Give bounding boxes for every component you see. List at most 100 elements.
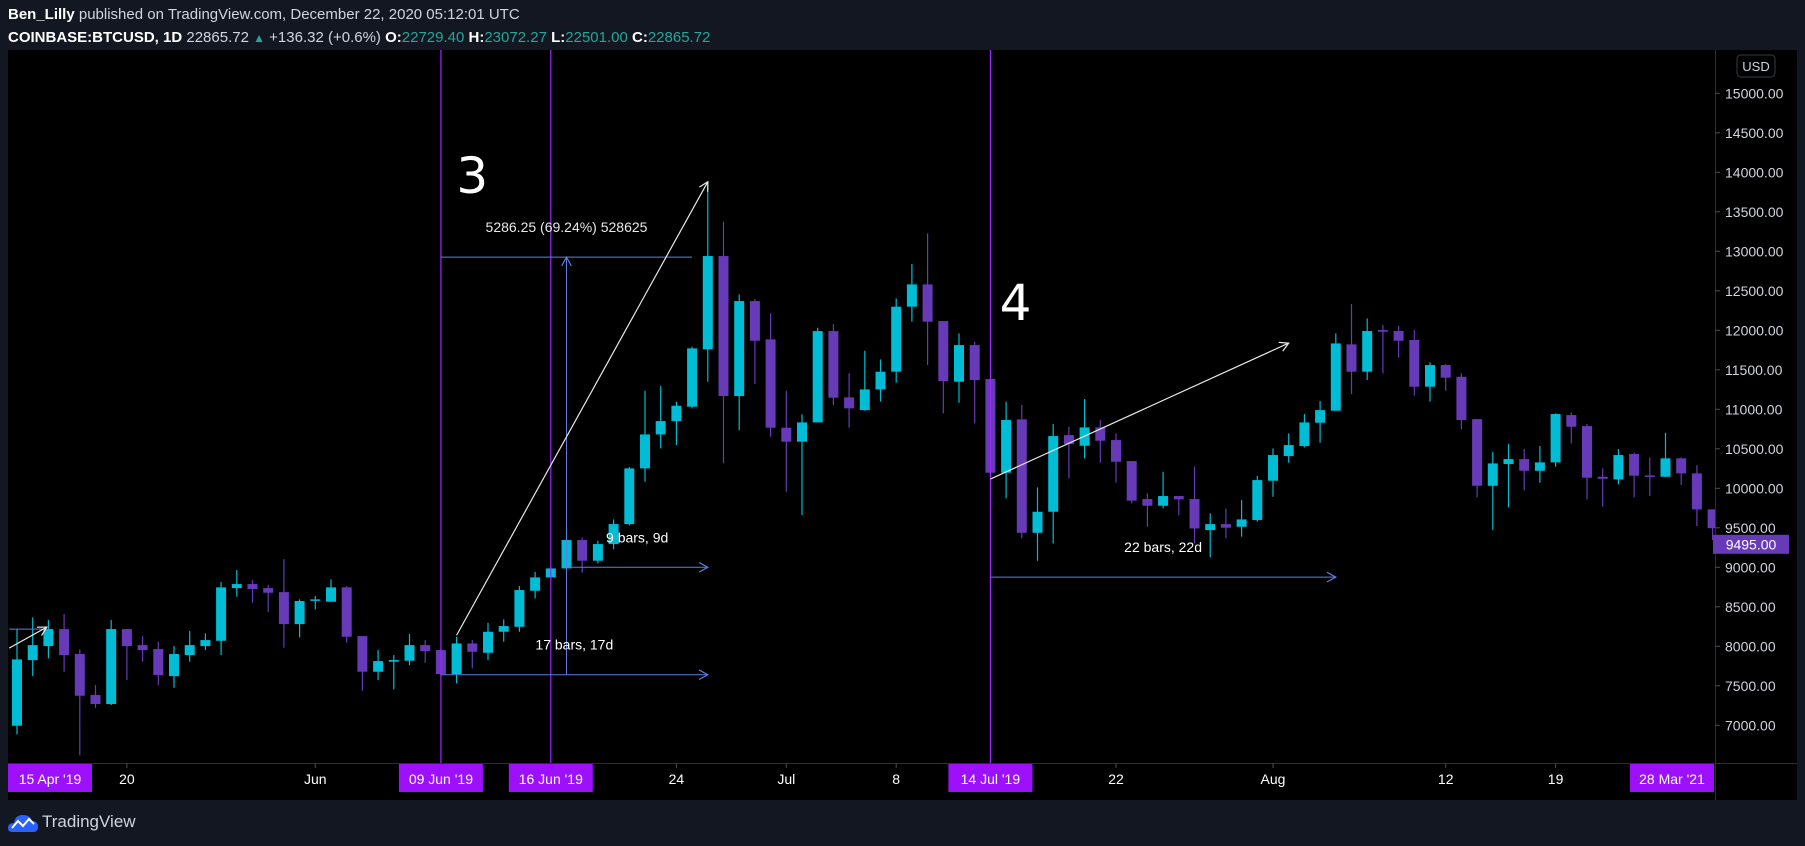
open-label: O:	[385, 29, 402, 46]
candle-body	[906, 284, 917, 307]
candle-body	[27, 645, 38, 661]
candle-body	[922, 284, 933, 322]
wave-label[interactable]: 4	[1000, 274, 1032, 332]
candle-body	[1142, 499, 1153, 506]
currency-badge[interactable]: USD	[1736, 54, 1776, 78]
candle	[844, 373, 855, 428]
candle-body	[1205, 524, 1216, 531]
date-range-label: 22 bars, 22d	[1124, 539, 1202, 555]
candle-body	[1063, 435, 1074, 445]
candle-body	[1582, 426, 1592, 478]
wave-label[interactable]: 3	[456, 147, 488, 205]
currency-label: USD	[1742, 59, 1769, 74]
price-axis[interactable]: 15000.00 14500.00 14000.00 13500.00 13000.00…	[1713, 85, 1789, 733]
candle-body	[294, 601, 305, 625]
candle	[875, 359, 886, 402]
candle	[90, 685, 101, 708]
arrowhead-icon	[699, 180, 709, 192]
price-change: +136.32 (+0.6%)	[269, 29, 381, 46]
candle-body	[844, 397, 855, 409]
candle-body	[1613, 455, 1624, 480]
candle-body	[1629, 454, 1640, 476]
date-label-box	[948, 764, 1033, 792]
candle	[640, 390, 650, 482]
candle-body	[1111, 440, 1121, 462]
price-tick-label: 8500.00	[1725, 599, 1776, 615]
candle	[326, 579, 336, 602]
candle	[765, 313, 776, 437]
candle	[184, 631, 195, 662]
candle	[216, 582, 227, 656]
candle	[106, 620, 117, 706]
candle-body	[1299, 422, 1310, 447]
time-tick-label: 28 Mar '21	[1639, 771, 1705, 787]
candle	[43, 620, 54, 659]
date-range-label: 9 bars, 9d	[606, 529, 668, 545]
time-tick-label: Jul	[777, 771, 795, 787]
candle	[483, 622, 493, 661]
price-tick-label: 11500.00	[1725, 362, 1783, 378]
price-tick-label: 7000.00	[1725, 717, 1776, 733]
candle-body	[106, 629, 117, 705]
candle-body	[828, 331, 839, 398]
candle-body	[1409, 340, 1420, 387]
author-name[interactable]: Ben_Lilly	[8, 6, 75, 23]
candle-body	[1440, 365, 1451, 378]
candle	[1425, 362, 1435, 402]
candle-body	[859, 389, 870, 411]
candle	[1503, 444, 1514, 508]
candle	[969, 341, 980, 424]
candle-body	[592, 544, 603, 561]
candle	[1377, 325, 1388, 374]
candle	[498, 619, 509, 642]
arrowhead-icon	[698, 669, 710, 681]
candle	[1236, 500, 1247, 537]
arrowhead-icon	[1326, 571, 1338, 583]
candle-body	[1707, 509, 1715, 529]
candle	[828, 324, 839, 406]
candle	[1016, 405, 1027, 539]
candle	[1519, 449, 1530, 491]
candle	[1189, 466, 1200, 544]
trend-arrow[interactable]	[990, 342, 1289, 480]
candle	[153, 641, 164, 686]
tradingview-logo[interactable]: TradingView	[8, 811, 136, 833]
time-tick-label: 09 Jun '19	[409, 771, 473, 787]
candle-body	[718, 256, 729, 397]
candle	[1550, 413, 1561, 467]
candle	[1644, 457, 1655, 497]
candle-body	[310, 599, 321, 601]
publish-text: published on TradingView.com, December 2…	[78, 6, 520, 23]
price-tick-label: 13500.00	[1725, 204, 1784, 220]
trend-arrow[interactable]	[456, 181, 709, 636]
candle	[1597, 468, 1608, 507]
candle	[1299, 414, 1310, 448]
candle	[1330, 333, 1341, 411]
time-axis[interactable]: 15 Apr '19 20 Jun 09 Jun '19 16 Jun '19 24 Jul…	[8, 763, 1714, 792]
candle	[1691, 465, 1702, 527]
candle-body	[938, 321, 949, 382]
candle	[12, 629, 22, 735]
price-tick-label: 14000.00	[1725, 164, 1784, 180]
candle	[1268, 448, 1278, 497]
price-tick-label: 8000.00	[1725, 638, 1776, 654]
candle-body	[1189, 499, 1200, 529]
candle	[1409, 330, 1420, 396]
candle-body	[1220, 524, 1231, 528]
candle-body	[231, 584, 242, 589]
candle-body	[1346, 344, 1357, 372]
candle-body	[1393, 331, 1404, 341]
candle-body	[1330, 343, 1341, 411]
trend-arrow[interactable]	[8, 626, 48, 649]
candle-body	[624, 468, 635, 525]
price-tick-label: 10000.00	[1725, 480, 1784, 496]
candle	[1534, 446, 1545, 483]
candle-body	[1095, 427, 1106, 441]
candle	[1582, 424, 1592, 500]
candle-body	[12, 659, 22, 726]
drawings[interactable]: 5286.25 (69.24%) 528625 17 bars, 17d 9 bar…	[8, 50, 1338, 763]
candle	[1707, 509, 1715, 541]
candle	[294, 599, 305, 638]
candle	[247, 580, 258, 603]
